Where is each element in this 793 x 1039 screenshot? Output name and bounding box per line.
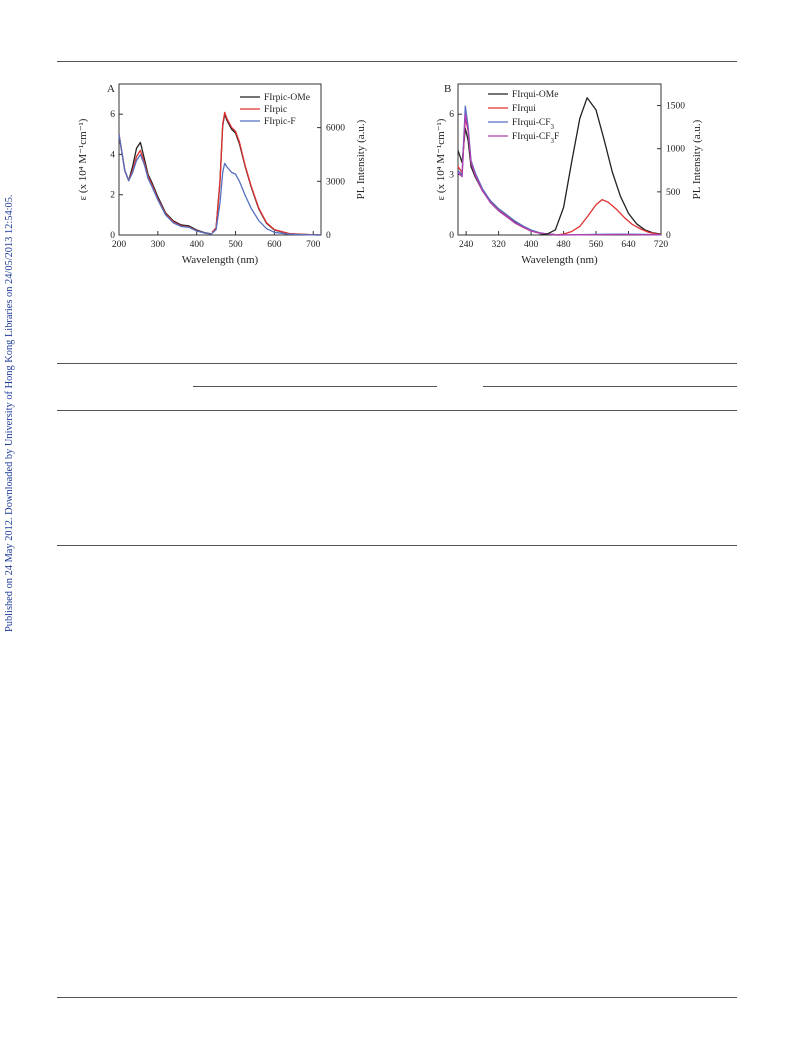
y-left-tick-label: 6 xyxy=(110,110,115,120)
y-right-tick-label: 0 xyxy=(666,231,671,241)
series-line-firqui-ome xyxy=(457,127,556,236)
table-group-rule-left xyxy=(193,386,437,387)
y-right-tick-label: 6000 xyxy=(326,124,345,134)
y-left-tick-label: 0 xyxy=(449,231,454,241)
page-bottom-rule xyxy=(57,997,737,998)
figure-panel-a: A 200 300 400 500 600 700 0 2 4 6 0 3000 6000 Waveleng… xyxy=(77,83,367,266)
x-axis-label: Wavelength (nm) xyxy=(182,254,259,266)
x-tick-label: 700 xyxy=(306,240,321,250)
plot-frame xyxy=(457,83,662,236)
series-line-firqui-cf3 xyxy=(457,105,556,236)
x-tick-label: 480 xyxy=(556,240,571,250)
x-tick-label: 600 xyxy=(267,240,282,250)
series-line-firqui-ome-pl xyxy=(539,97,662,236)
table-header-rule xyxy=(57,410,737,411)
y-right-tick-label: 1500 xyxy=(666,102,685,112)
legend-label-firqui: FIrqui xyxy=(512,104,536,114)
panel-label: B xyxy=(444,83,451,95)
x-tick-label: 640 xyxy=(621,240,636,250)
series-line-firpic-f xyxy=(118,134,213,235)
legend-label-firpic: FIrpic xyxy=(264,105,287,115)
y-left-tick-label: 2 xyxy=(110,191,115,201)
legend-label-firqui-cf3f: FIrqui-CF3F xyxy=(512,132,559,145)
series-line-firpic-f-pl xyxy=(211,162,322,236)
x-tick-label: 200 xyxy=(112,240,127,250)
x-tick-label: 320 xyxy=(491,240,506,250)
y-left-tick-label: 4 xyxy=(110,150,115,160)
y-right-axis-label: PL Intensity (a.u.) xyxy=(355,119,367,199)
x-tick-label: 400 xyxy=(524,240,539,250)
series-line-firqui-cf3f-pl xyxy=(555,233,662,236)
series-line-firqui-pl xyxy=(555,198,662,236)
y-right-tick-label: 500 xyxy=(666,188,681,198)
y-right-tick-label: 1000 xyxy=(666,145,685,155)
y-left-tick-label: 6 xyxy=(449,110,454,120)
table-group-rule-right xyxy=(483,386,737,387)
page-top-rule xyxy=(57,61,737,62)
y-left-axis-label: ε (x 10⁴ M⁻¹cm⁻¹) xyxy=(435,118,447,200)
panel-label: A xyxy=(107,83,115,95)
series-line-firqui-cf3f xyxy=(457,113,556,236)
x-tick-label: 240 xyxy=(459,240,474,250)
x-axis-label: Wavelength (nm) xyxy=(521,254,598,266)
series-line-firpic-ome xyxy=(118,134,213,235)
plot-frame xyxy=(118,83,322,236)
legend-label-firpic-ome: FIrpic-OMe xyxy=(264,93,310,103)
legend-label-firqui-cf3: FIrqui-CF3 xyxy=(512,118,555,131)
x-tick-label: 560 xyxy=(589,240,604,250)
table-top-rule xyxy=(57,363,737,364)
y-left-tick-label: 3 xyxy=(449,171,454,181)
y-left-tick-label: 0 xyxy=(110,231,115,241)
x-tick-label: 500 xyxy=(228,240,243,250)
y-right-tick-label: 0 xyxy=(326,231,331,241)
x-tick-label: 400 xyxy=(190,240,205,250)
y-left-axis-label: ε (x 10⁴ M⁻¹cm⁻¹) xyxy=(77,118,89,200)
legend-label-firpic-f: FIrpic-F xyxy=(264,117,296,127)
y-right-axis-label: PL Intensity (a.u.) xyxy=(691,119,703,199)
legend-label-firqui-ome: FIrqui-OMe xyxy=(512,90,558,100)
table-bottom-rule xyxy=(57,545,737,546)
series-line-firpic-pl xyxy=(211,111,322,236)
x-tick-label: 300 xyxy=(151,240,166,250)
x-tick-label: 720 xyxy=(654,240,669,250)
y-right-tick-label: 3000 xyxy=(326,177,345,187)
